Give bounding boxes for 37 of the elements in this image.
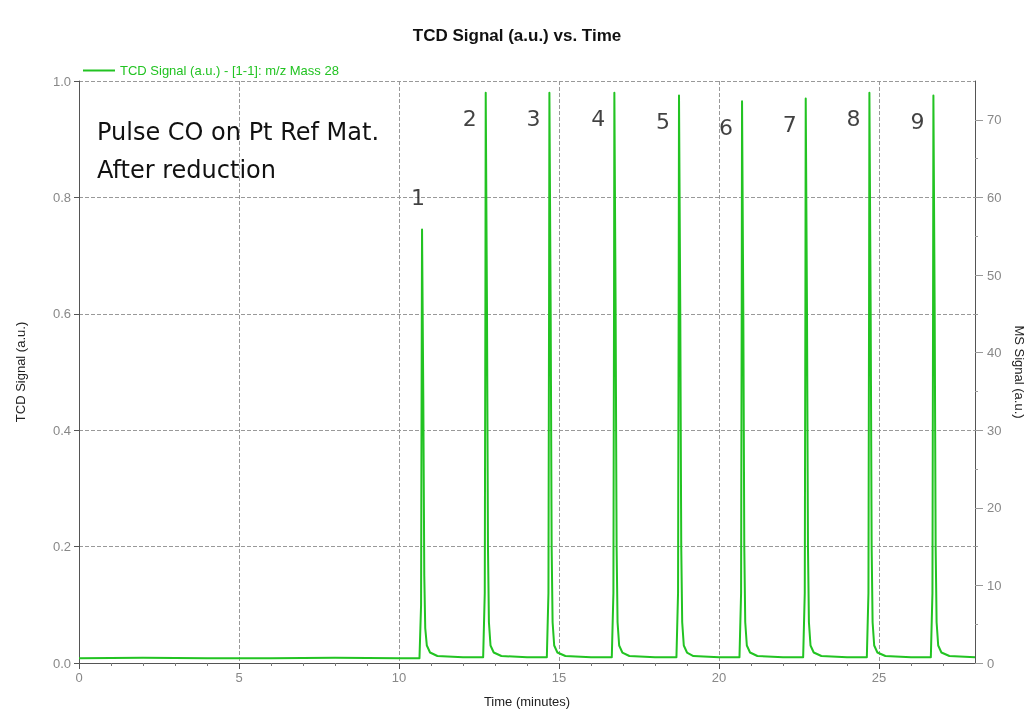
x-tick-label: 25 <box>871 670 887 685</box>
x-tick-label: 5 <box>235 670 243 685</box>
x-tick-label: 15 <box>551 670 567 685</box>
y2-tick-label: 60 <box>987 189 1002 205</box>
annotation: 9 <box>910 109 925 135</box>
annotation: 3 <box>526 106 541 132</box>
y-tick-label: 0.6 <box>52 306 71 322</box>
annotation: 4 <box>591 106 606 132</box>
y-tick-label: 0.2 <box>52 539 71 555</box>
y-tick-label: 1.0 <box>52 73 71 89</box>
annotation: 7 <box>782 111 797 137</box>
chart-title: TCD Signal (a.u.) vs. Time <box>412 26 622 45</box>
legend-label: TCD Signal (a.u.) - [1-1]: m/z Mass 28 <box>120 63 339 78</box>
y2-tick-label: 20 <box>987 500 1002 516</box>
x-tick-label: 0 <box>75 670 83 685</box>
y2-tick-label: 70 <box>987 112 1002 128</box>
y-tick-label: 0.8 <box>52 189 71 205</box>
line-series <box>78 91 976 660</box>
y2-tick-label: 50 <box>987 267 1002 283</box>
y-tick-label: 0.0 <box>52 655 71 671</box>
annotation: After reduction <box>97 156 276 184</box>
annotation: 2 <box>462 106 477 132</box>
x-tick-label: 10 <box>391 670 407 685</box>
annotation: 6 <box>719 114 734 140</box>
y2-tick-label: 0 <box>987 655 995 671</box>
annotation: 5 <box>656 109 670 135</box>
y2-tick-label: 30 <box>987 422 1002 438</box>
annotation: Pulse CO on Pt Ref Mat. <box>97 118 380 146</box>
x-axis-title: Time (minutes) <box>483 694 571 709</box>
y2-tick-label: 10 <box>987 577 1002 593</box>
y-tick-label: 0.4 <box>52 422 71 438</box>
annotation: 8 <box>846 106 861 132</box>
x-tick-label: 20 <box>711 670 727 685</box>
y2-tick-label: 40 <box>987 345 1002 361</box>
annotation: 1 <box>411 184 426 210</box>
y-axis-title: TCD Signal (a.u.) <box>13 321 28 423</box>
y2-axis-title: MS Signal (a.u.) <box>1012 325 1027 419</box>
